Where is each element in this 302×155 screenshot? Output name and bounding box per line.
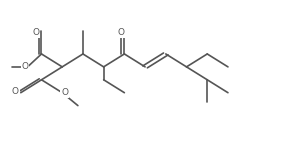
Text: O: O [33, 28, 40, 37]
Text: O: O [22, 62, 29, 71]
Text: O: O [61, 88, 68, 97]
Text: O: O [12, 87, 19, 96]
Text: O: O [118, 28, 125, 37]
